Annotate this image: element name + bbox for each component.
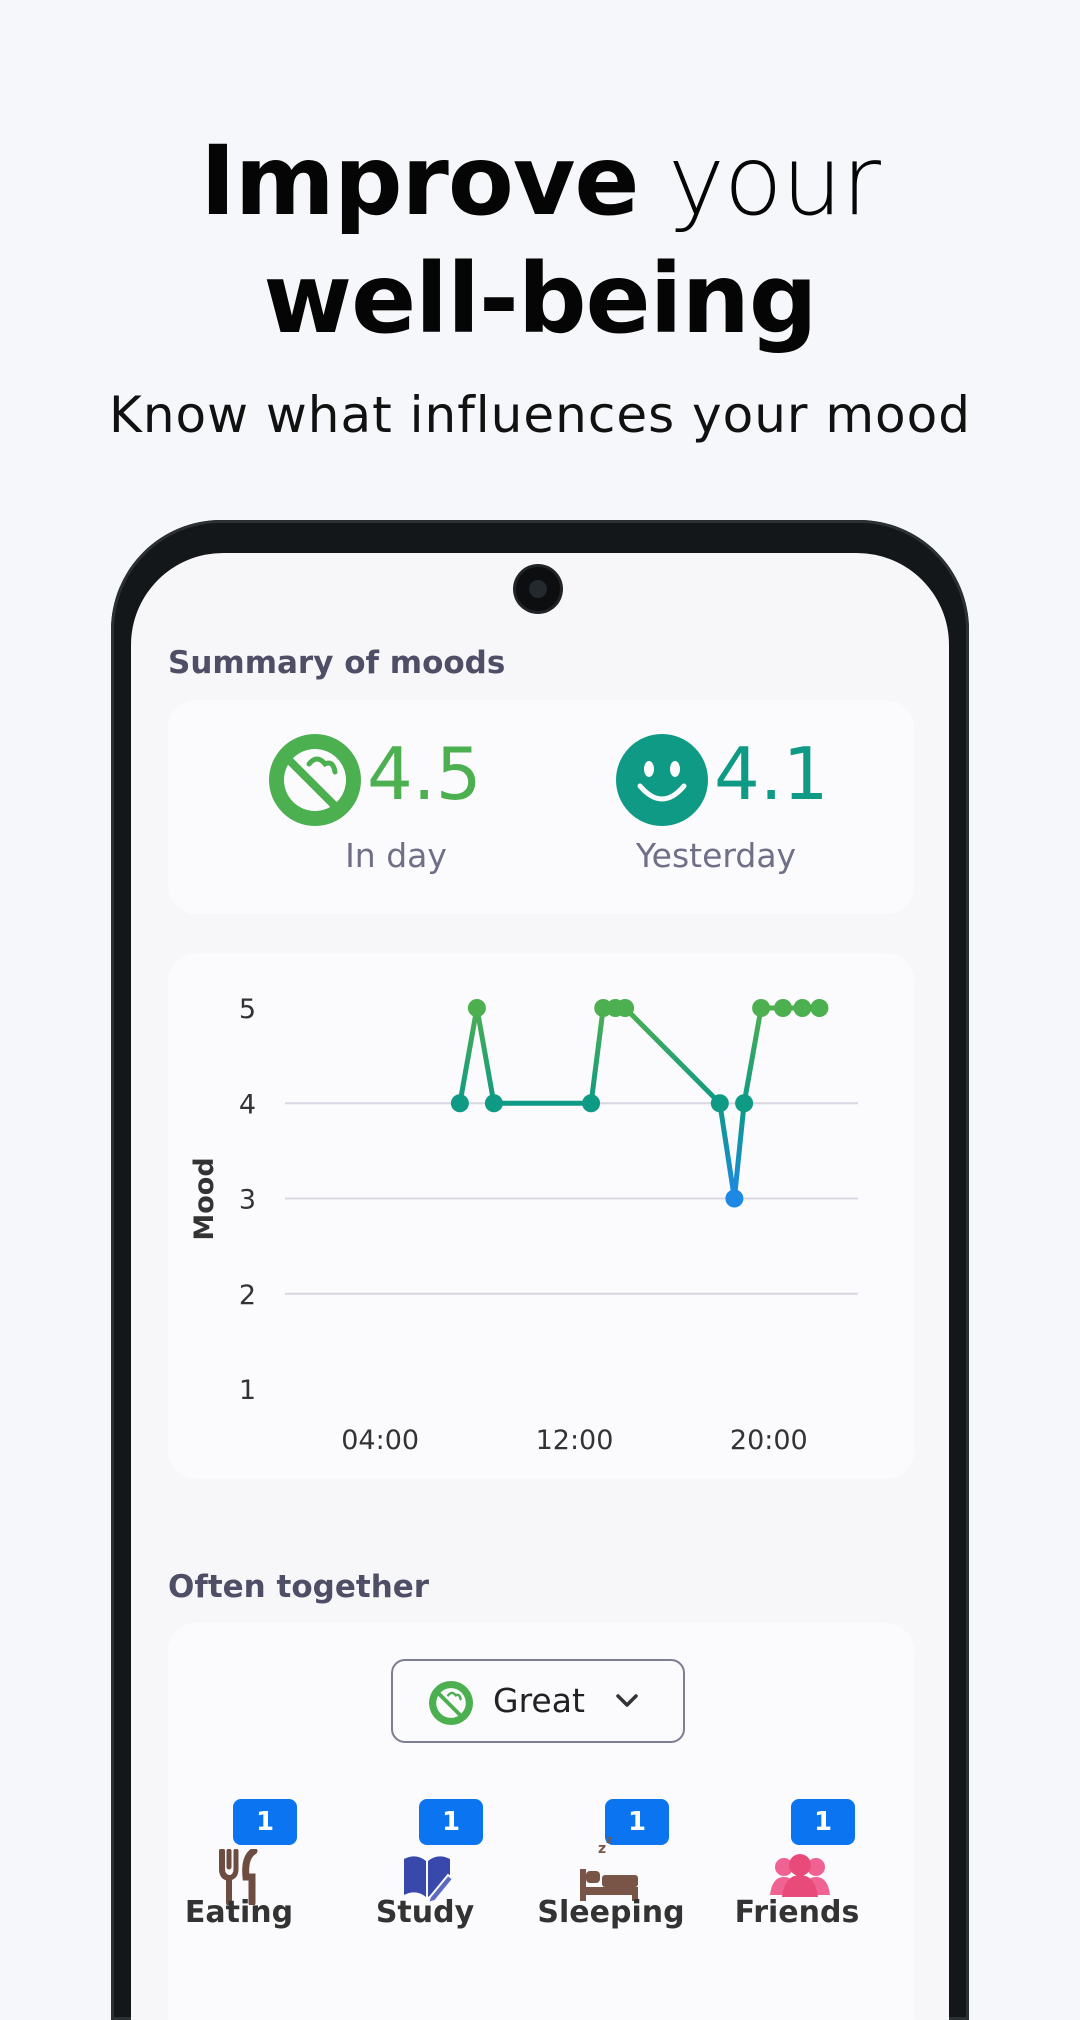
camera-icon [516, 567, 560, 611]
y-tick-label: 5 [239, 994, 256, 1025]
phone-screen: Summary of moods 4.5 In day [131, 553, 949, 2020]
x-tick-label: 04:00 [341, 1425, 419, 1456]
book-pen-icon [404, 1856, 454, 1905]
great-mood-icon [269, 734, 361, 826]
category-label: Sleeping [537, 1895, 685, 1930]
hero-subtitle: Know what influences your mood [109, 386, 971, 444]
x-tick-label: 12:00 [536, 1425, 614, 1456]
mood-line-chart: 5 4 3 2 1 04:00 12:00 20:00 Mood [189, 994, 858, 1456]
y-tick-label: 3 [239, 1185, 256, 1216]
today-mood-label: In day [345, 836, 447, 875]
data-point [725, 1189, 744, 1208]
count-badge: 1 [419, 1799, 483, 1845]
y-tick-label: 4 [239, 1089, 256, 1120]
often-together-title: Often together [168, 1569, 430, 1605]
series-segment [474, 1005, 497, 1106]
svg-text:z: z [598, 1841, 606, 1857]
series-segment [731, 1100, 747, 1201]
hero-title-bold-1: Improve [200, 125, 639, 237]
data-point [467, 999, 486, 1017]
category-sleeping[interactable]: 1 z z Sleeping [537, 1799, 690, 1930]
data-point [810, 999, 829, 1017]
data-point [616, 999, 635, 1017]
category-label: Eating [184, 1895, 294, 1930]
svg-text:z: z [606, 1833, 612, 1846]
summary-title: Summary of moods [168, 645, 506, 681]
data-point [752, 999, 771, 1017]
data-point [484, 1094, 503, 1113]
series-segment [457, 1005, 480, 1106]
y-tick-label: 2 [239, 1280, 256, 1311]
bed-icon: z z [580, 1833, 638, 1901]
category-eating[interactable]: 1 Eating [168, 1799, 318, 1930]
hero-title-light: your [668, 125, 881, 237]
data-point [773, 999, 792, 1017]
yesterday-mood-value: 4.1 [714, 732, 829, 816]
data-point [710, 1094, 729, 1113]
series-segment [717, 1100, 737, 1201]
series-segment [588, 1005, 606, 1106]
mood-chart-card: 5 4 3 2 1 04:00 12:00 20:00 Mood [168, 953, 914, 1479]
yesterday-mood: 4.1 Yesterday [616, 732, 829, 875]
mood-summary-card: 4.5 In day 4.1 Yesterday [168, 700, 914, 914]
data-point [735, 1094, 754, 1113]
chevron-down-icon [616, 1694, 638, 1707]
data-point [582, 1094, 601, 1113]
often-together-card: Great 1 Eating 1 [168, 1623, 914, 2020]
phone-frame: Summary of moods 4.5 In day [111, 520, 969, 2020]
category-label: Study [375, 1895, 475, 1930]
count-badge: 1 [791, 1799, 855, 1845]
category-label: Friends [734, 1895, 860, 1930]
y-tick-label: 1 [239, 1375, 256, 1406]
category-study[interactable]: 1 Study [354, 1799, 504, 1930]
hero-title-bold-2: well-being [263, 243, 817, 355]
dropdown-label: Great [493, 1681, 585, 1720]
x-tick-label: 20:00 [730, 1425, 808, 1456]
count-badge: 1 [605, 1799, 669, 1845]
hero-title: Improve your well-being [0, 122, 1080, 358]
y-axis-label: Mood [189, 1157, 220, 1240]
people-icon [770, 1854, 830, 1897]
data-point [450, 1094, 469, 1113]
mood-filter-dropdown[interactable]: Great [391, 1659, 685, 1743]
great-mood-icon [429, 1681, 473, 1725]
smile-icon [616, 734, 708, 826]
fork-knife-icon [219, 1849, 258, 1905]
series-segment [741, 1005, 764, 1106]
yesterday-mood-label: Yesterday [635, 836, 797, 875]
category-friends[interactable]: 1 Friends [726, 1799, 876, 1930]
today-mood: 4.5 In day [269, 732, 482, 875]
count-badge: 1 [233, 1799, 297, 1845]
data-point [793, 999, 812, 1017]
series-segment [622, 1005, 723, 1106]
today-mood-value: 4.5 [367, 732, 482, 816]
